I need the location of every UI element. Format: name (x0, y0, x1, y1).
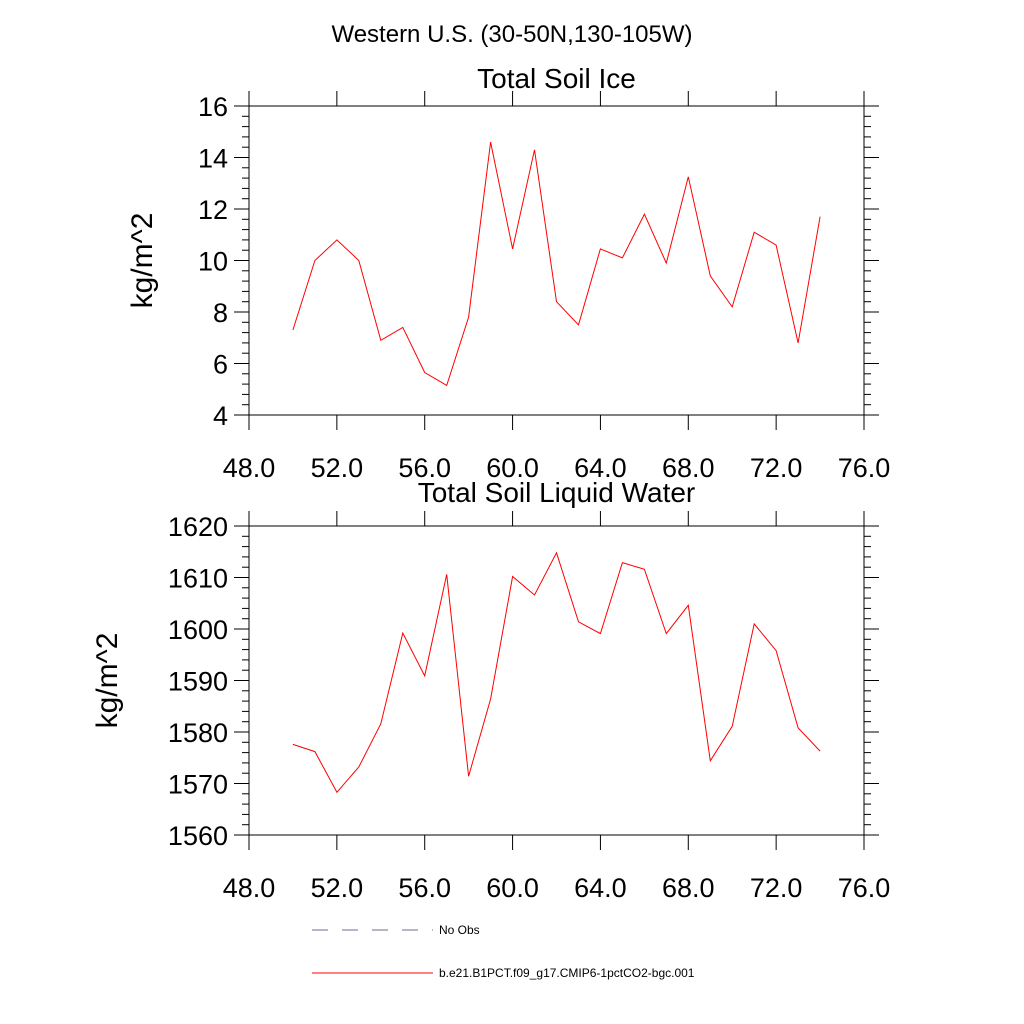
y-axis-label: kg/m^2 (91, 633, 124, 729)
y-tick-label: 14 (198, 144, 228, 174)
x-tick-label: 64.0 (574, 873, 627, 903)
y-tick-label: 4 (213, 401, 228, 431)
plot-frame (248, 525, 865, 836)
x-tick-label: 76.0 (838, 873, 891, 903)
y-axis-label: kg/m^2 (126, 213, 159, 309)
figure-title: Western U.S. (30-50N,130-105W) (331, 21, 692, 48)
y-tick-label: 1570 (168, 770, 228, 800)
y-tick-label: 1590 (168, 667, 228, 697)
x-tick-label: 60.0 (486, 453, 539, 483)
x-tick-label: 56.0 (398, 873, 451, 903)
series-line (292, 141, 821, 387)
x-tick-label: 52.0 (311, 453, 364, 483)
y-tick-label: 6 (213, 350, 228, 380)
x-tick-label: 72.0 (750, 453, 803, 483)
x-tick-label: 56.0 (398, 453, 451, 483)
legend-label-no-obs: No Obs (439, 923, 480, 937)
x-tick-label: 68.0 (662, 873, 715, 903)
series-line (292, 551, 821, 794)
x-tick-label: 48.0 (223, 873, 276, 903)
panel-total-soil-ice: Total Soil Ice kg/m^2 48.0 52.0 56.0 60.0 64.0… (126, 63, 890, 483)
x-tick-label: 72.0 (750, 873, 803, 903)
panel-total-soil-liquid-water: Total Soil Liquid Water kg/m^2 48.0 52.0 56.… (91, 477, 890, 903)
x-tick-label: 76.0 (838, 453, 891, 483)
x-tick-label: 48.0 (223, 453, 276, 483)
plot-frame (248, 105, 865, 416)
y-tick-label: 10 (198, 247, 228, 277)
x-tick-label: 52.0 (311, 873, 364, 903)
legend-label-model: b.e21.B1PCT.f09_g17.CMIP6-1pctCO2-bgc.00… (439, 966, 695, 980)
y-tick-label: 12 (198, 195, 228, 225)
x-tick-label: 68.0 (662, 453, 715, 483)
x-tick-label: 60.0 (486, 873, 539, 903)
x-tick-label: 64.0 (574, 453, 627, 483)
y-tick-label: 1610 (168, 564, 228, 594)
legend: No Obs b.e21.B1PCT.f09_g17.CMIP6-1pctCO2… (312, 923, 695, 980)
y-tick-label: 8 (213, 298, 228, 328)
y-tick-label: 16 (198, 92, 228, 122)
y-tick-label: 1560 (168, 821, 228, 851)
panel-title: Total Soil Liquid Water (418, 477, 696, 508)
panel-title: Total Soil Ice (477, 63, 636, 94)
y-tick-label: 1600 (168, 615, 228, 645)
y-tick-label: 1580 (168, 718, 228, 748)
y-tick-label: 1620 (168, 512, 228, 542)
